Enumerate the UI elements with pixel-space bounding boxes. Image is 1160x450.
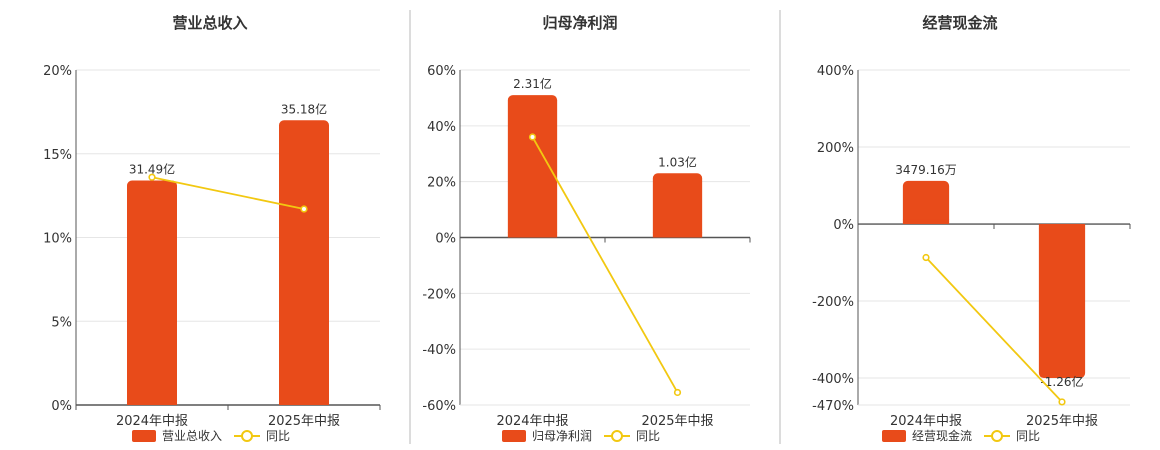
bar-data-label: 35.18亿 — [281, 101, 327, 116]
y-tick-label: 5% — [51, 315, 72, 330]
y-tick-label: 400% — [817, 64, 854, 79]
bar — [279, 120, 329, 405]
yoy-point — [922, 253, 930, 262]
bar-data-label: 1.03亿 — [658, 154, 697, 169]
legend-line-marker — [611, 430, 623, 442]
bar-data-label: -1.26亿 — [1040, 374, 1083, 389]
y-tick-label: 0% — [833, 218, 854, 233]
yoy-line — [925, 256, 1063, 403]
yoy-line — [151, 176, 305, 210]
legend-line-label: 同比 — [636, 429, 660, 443]
chart-title: 经营现金流 — [922, 14, 997, 32]
x-category-label: 2024年中报 — [116, 414, 188, 429]
yoy-point — [528, 133, 537, 141]
bar-base — [652, 232, 703, 238]
x-category-label: 2025年中报 — [1026, 414, 1098, 429]
bar-base — [507, 232, 558, 238]
bar-data-label: 31.49亿 — [129, 162, 175, 177]
x-category-label: 2024年中报 — [496, 414, 568, 429]
y-tick-label: -470% — [812, 399, 854, 414]
y-tick-label: -200% — [812, 295, 854, 310]
y-tick-label: 15% — [43, 148, 72, 163]
y-tick-label: 60% — [427, 64, 456, 79]
x-category-label: 2025年中报 — [268, 414, 340, 429]
legend-bar-label: 归母净利润 — [532, 429, 592, 443]
legend-bar-swatch — [502, 430, 526, 442]
bar — [127, 180, 177, 405]
legend: 营业总收入 同比 — [132, 429, 290, 443]
chart-title: 归母净利润 — [542, 14, 617, 32]
bar-base — [279, 400, 329, 405]
y-tick-label: 0% — [435, 232, 456, 247]
legend: 经营现金流 同比 — [882, 428, 1040, 443]
yoy-point — [673, 388, 682, 397]
yoy-point — [148, 173, 156, 181]
bar-base — [902, 219, 950, 225]
yoy-line — [531, 136, 679, 393]
y-tick-label: -20% — [422, 287, 456, 302]
yoy-point — [300, 205, 308, 213]
chart-panel-2: 归母净利润 -60% -40% -20% 0% 20% 40% 60% 2.31亿 1.03亿 20… — [422, 14, 751, 443]
y-tick-label: 10% — [43, 232, 72, 247]
bar-data-label: 2.31亿 — [513, 76, 552, 91]
chart-panel-1: 营业总收入 0% 5% 10% 15% 20% 31.49亿 35.18亿 2024年中报 202… — [43, 14, 381, 443]
yoy-point — [1058, 398, 1066, 406]
y-tick-label: -60% — [422, 399, 456, 414]
legend-line-label: 同比 — [1016, 429, 1040, 443]
bar-data-label: 3479.16万 — [895, 163, 957, 177]
bar-base — [1038, 224, 1086, 230]
legend: 归母净利润 同比 — [502, 429, 660, 443]
chart-title: 营业总收入 — [172, 14, 247, 32]
legend-bar-label: 经营现金流 — [912, 428, 972, 443]
y-tick-label: -40% — [422, 343, 456, 358]
y-tick-label: 20% — [43, 64, 72, 79]
bar — [1038, 224, 1086, 379]
y-tick-label: 20% — [427, 176, 456, 191]
y-tick-label: 200% — [817, 141, 854, 156]
legend-line-marker — [991, 430, 1003, 442]
x-category-label: 2025年中报 — [641, 414, 713, 429]
y-tick-label: 40% — [427, 120, 456, 135]
bar-base — [127, 400, 177, 405]
y-tick-label: 0% — [51, 399, 72, 414]
y-tick-label: -400% — [812, 372, 854, 387]
legend-line-marker — [241, 430, 253, 442]
bar — [652, 173, 703, 238]
x-category-label: 2024年中报 — [890, 414, 962, 429]
bar — [507, 95, 558, 238]
legend-bar-swatch — [882, 430, 906, 442]
legend-line-label: 同比 — [266, 429, 290, 443]
bar — [902, 180, 950, 225]
legend-bar-swatch — [132, 430, 156, 442]
legend-bar-label: 营业总收入 — [162, 429, 222, 443]
chart-panel-3: 经营现金流 -470% -400% -200% 0% 200% 400% 3479.16万 -1… — [812, 14, 1131, 443]
